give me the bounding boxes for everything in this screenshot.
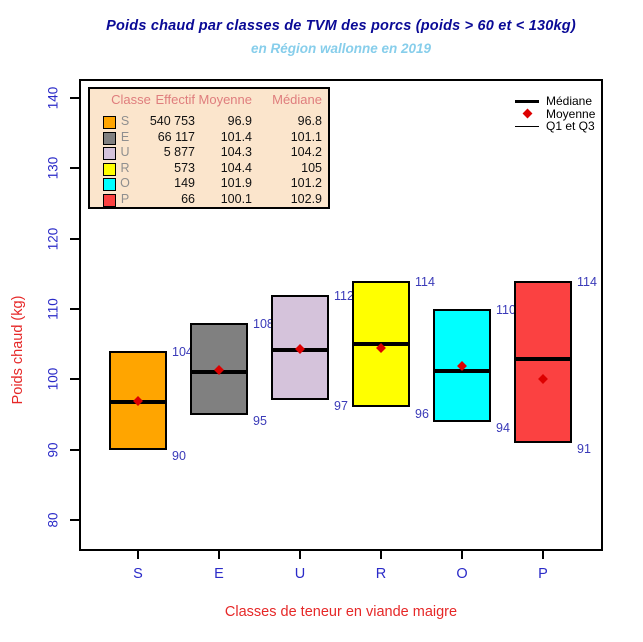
quartile-line-icon <box>514 125 540 127</box>
legend-item-q1q3: Q1 et Q3 <box>514 119 602 134</box>
x-axis-title: Classes de teneur en viande maigre <box>224 604 458 620</box>
class-letter: U <box>120 145 130 160</box>
marker-legend: Médiane Moyenne Q1 et Q3 <box>514 94 602 134</box>
y-tick-label: 80 <box>45 512 61 528</box>
stats-legend-row-E: E 66 117 101.4 101.1 <box>90 130 328 146</box>
class-letter: O <box>120 176 130 191</box>
moyenne-value: 101.4 <box>220 129 252 144</box>
q1-label-R: 96 <box>415 406 429 421</box>
moyenne-value: 101.9 <box>220 176 252 191</box>
y-axis-title: Poids chaud (kg) <box>10 295 26 405</box>
y-tick-label: 110 <box>45 298 61 320</box>
class-color-swatch <box>103 194 116 207</box>
y-tick-mark <box>70 378 79 381</box>
mediane-value: 105 <box>301 160 322 175</box>
x-tick-mark <box>461 551 463 559</box>
stats-legend-row-O: O 149 101.9 101.2 <box>90 176 328 192</box>
class-color-swatch <box>103 178 116 192</box>
chart-title: Poids chaud par classes de TVM des porcs… <box>106 18 576 34</box>
legend-label: Médiane <box>546 94 593 109</box>
moyenne-value: 104.4 <box>220 160 252 175</box>
y-tick-mark <box>70 237 79 240</box>
q3-label-P: 114 <box>577 274 597 289</box>
median-line-icon <box>514 99 540 103</box>
effectif-value: 5 877 <box>163 145 195 160</box>
class-color-swatch <box>103 162 116 176</box>
class-color-swatch <box>103 131 116 145</box>
q1-label-O: 94 <box>496 420 510 435</box>
class-color-swatch <box>103 147 116 161</box>
effectif-value: 149 <box>174 176 195 191</box>
legend-label: Moyenne <box>546 106 596 121</box>
mediane-value: 104.2 <box>290 145 322 160</box>
median-line-P <box>514 356 572 361</box>
column-header-classe: Classe <box>111 92 151 107</box>
y-tick-label: 130 <box>45 157 61 180</box>
column-header-moyenne: Moyenne <box>198 92 252 107</box>
mediane-value: 101.1 <box>290 129 322 144</box>
q3-label-O: 110 <box>496 303 516 318</box>
y-tick-label: 100 <box>45 368 61 391</box>
x-tick-mark <box>137 551 139 559</box>
class-letter: E <box>120 129 130 144</box>
y-tick-mark <box>70 96 79 99</box>
stats-legend-table: Classe Effectif Moyenne Médiane S 540 753… <box>88 87 330 209</box>
legend-label: Q1 et Q3 <box>546 119 595 134</box>
y-tick-mark <box>70 519 79 522</box>
q3-label-R: 114 <box>415 274 435 289</box>
x-tick-label: U <box>294 566 306 582</box>
y-tick-mark <box>70 167 79 170</box>
effectif-value: 573 <box>174 160 195 175</box>
q1-label-U: 97 <box>334 399 348 414</box>
class-letter: P <box>120 192 130 206</box>
x-tick-mark <box>380 551 382 559</box>
x-tick-label: R <box>375 566 387 582</box>
q1-label-E: 95 <box>253 413 267 428</box>
legend-item-mediane: Médiane <box>514 94 602 109</box>
x-tick-mark <box>299 551 301 559</box>
q3-label-U: 112 <box>334 288 354 303</box>
effectif-value: 66 117 <box>157 129 195 144</box>
moyenne-value: 96.9 <box>227 114 252 128</box>
x-tick-label: P <box>538 566 548 582</box>
mediane-value: 102.9 <box>290 192 322 206</box>
y-tick-label: 120 <box>45 227 61 250</box>
mean-diamond-icon <box>514 108 540 119</box>
y-tick-label: 140 <box>45 86 61 110</box>
y-tick-label: 90 <box>45 442 61 458</box>
chart-subtitle: en Région wallonne en 2019 <box>250 41 432 56</box>
x-tick-label: O <box>456 566 468 582</box>
y-tick-mark <box>70 308 79 311</box>
moyenne-value: 104.3 <box>220 145 252 160</box>
y-tick-mark <box>70 448 79 451</box>
mediane-value: 101.2 <box>290 176 322 191</box>
q1-label-P: 91 <box>577 441 591 456</box>
class-letter: R <box>120 160 130 175</box>
column-header-effectif: Effectif <box>155 92 195 107</box>
effectif-value: 540 753 <box>149 114 195 128</box>
stats-legend-row-P: P 66 100.1 102.9 <box>90 192 328 208</box>
x-tick-label: E <box>214 566 224 582</box>
effectif-value: 66 <box>181 192 195 206</box>
column-header-mediane: Médiane <box>272 92 322 107</box>
stats-legend-row-S: S 540 753 96.9 96.8 <box>90 114 328 130</box>
q3-label-E: 108 <box>253 317 274 332</box>
x-tick-mark <box>542 551 544 559</box>
legend-item-moyenne: Moyenne <box>514 106 602 121</box>
x-tick-label: S <box>133 566 143 582</box>
class-color-swatch <box>103 116 116 129</box>
box-P <box>514 280 572 443</box>
moyenne-value: 100.1 <box>220 192 252 206</box>
x-tick-mark <box>218 551 220 559</box>
q3-label-S: 104 <box>172 345 193 360</box>
class-letter: S <box>120 114 130 128</box>
stats-legend-row-U: U 5 877 104.3 104.2 <box>90 145 328 161</box>
mediane-value: 96.8 <box>297 114 322 128</box>
box-O <box>433 309 491 422</box>
q1-label-S: 90 <box>172 448 186 463</box>
stats-legend-row-R: R 573 104.4 105 <box>90 161 328 177</box>
